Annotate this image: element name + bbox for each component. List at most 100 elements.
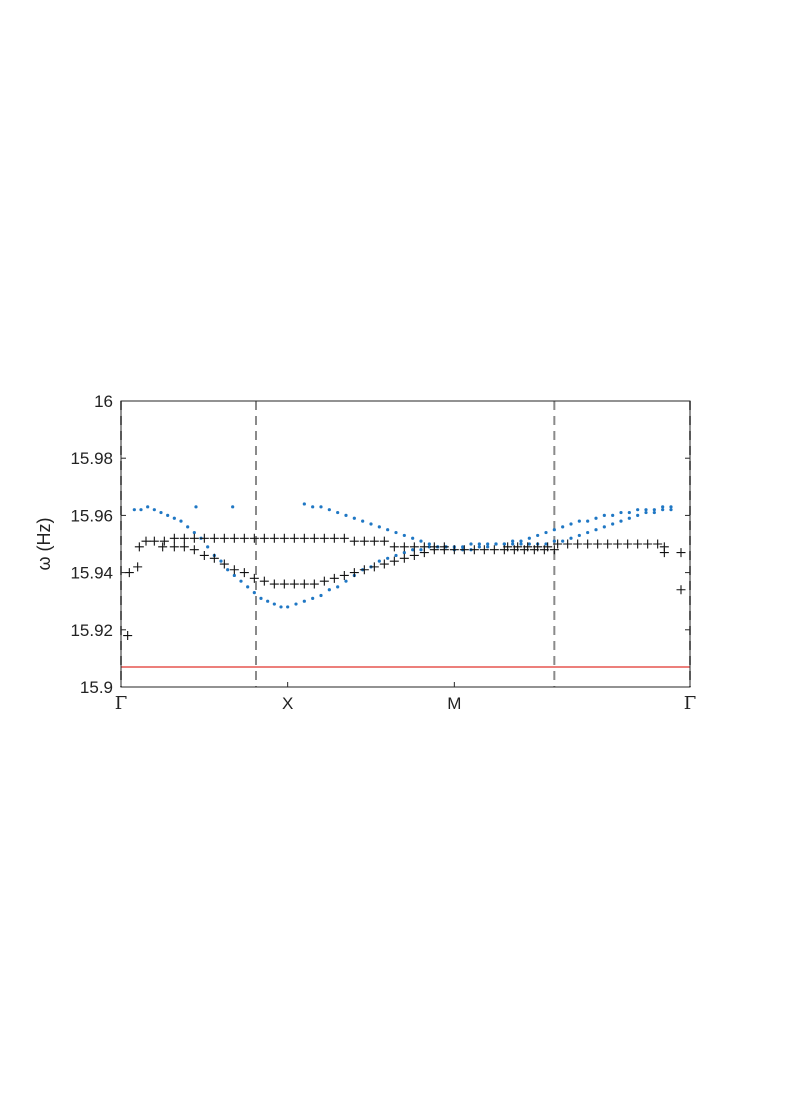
plus-point [469, 545, 479, 555]
plus-point [229, 565, 239, 575]
plus-point [399, 553, 409, 563]
plus-point [158, 542, 168, 552]
plus-point [369, 536, 379, 546]
dot-point [294, 602, 298, 606]
plus-point [379, 559, 389, 569]
dot-point [411, 548, 415, 552]
plus-point [563, 539, 573, 549]
plus-point [249, 533, 259, 543]
plus-point [659, 548, 669, 558]
plus-point [219, 533, 229, 543]
dot-point [486, 545, 490, 549]
dot-point [361, 519, 365, 523]
plus-point [124, 568, 134, 578]
y-tick-label: 15.98 [70, 449, 113, 468]
plus-point [593, 539, 603, 549]
dot-point [602, 525, 606, 529]
dot-point [469, 542, 473, 546]
plus-point [359, 565, 369, 575]
plus-point [319, 576, 329, 586]
dot-point [644, 510, 648, 515]
dot-point [511, 542, 515, 546]
dot-point [669, 505, 673, 509]
dot-point [644, 508, 648, 512]
dot-point [192, 530, 196, 535]
dot-point [411, 536, 415, 540]
dot-point [132, 508, 136, 512]
dot-point [302, 599, 306, 603]
dot-point [369, 522, 373, 526]
plus-point [339, 570, 349, 580]
dot-point [636, 513, 640, 518]
plus-point [169, 533, 179, 543]
y-tick-label: 15.94 [70, 564, 113, 583]
dot-point [494, 542, 498, 546]
dot-point [386, 528, 390, 532]
dot-point [594, 528, 598, 532]
plus-point [279, 579, 289, 589]
plus-point [269, 579, 279, 589]
dot-point [502, 542, 506, 546]
plus-point [479, 545, 489, 555]
dot-point [377, 525, 381, 529]
dot-point [319, 593, 323, 598]
plus-point [549, 545, 559, 555]
dot-point [206, 545, 210, 549]
dot-point [519, 542, 523, 546]
plus-point [179, 542, 189, 552]
plus-point [523, 542, 533, 552]
dot-point [139, 508, 143, 512]
plus-point [189, 545, 199, 555]
dot-point [152, 508, 156, 512]
dot-point [652, 508, 656, 512]
plus-point [309, 579, 319, 589]
plus-point [319, 533, 329, 543]
plus-point [533, 542, 543, 552]
x-tick-label: Γ [115, 693, 128, 714]
dot-point [577, 533, 581, 538]
dot-point [386, 556, 390, 560]
plus-point [633, 539, 643, 549]
dot-point [319, 505, 323, 509]
dot-point [344, 579, 348, 583]
dot-point [172, 516, 176, 520]
dot-point [427, 545, 431, 549]
dot-point [402, 550, 406, 555]
dot-point [477, 542, 481, 546]
dot-point [486, 542, 490, 546]
plus-point [389, 556, 399, 566]
dot-point [146, 505, 150, 509]
dot-point [602, 513, 606, 518]
plus-point [449, 545, 459, 555]
dot-point [619, 510, 623, 515]
plus-point [219, 559, 229, 569]
dot-point [661, 508, 665, 512]
plus-point [199, 550, 209, 560]
plus-point [583, 539, 593, 549]
dot-point [577, 519, 581, 523]
dot-point [419, 539, 423, 543]
plus-point [459, 545, 469, 555]
dot-point [286, 605, 290, 609]
dot-point [259, 596, 263, 600]
dot-point [552, 528, 556, 532]
dot-point [552, 539, 556, 543]
plus-point [439, 542, 449, 552]
dot-point [311, 596, 315, 600]
plus-point [259, 576, 269, 586]
plus-point [134, 542, 144, 552]
dot-point [627, 510, 631, 515]
plus-point [643, 539, 653, 549]
y-tick-label: 15.96 [70, 506, 113, 525]
plus-point [329, 573, 339, 583]
plus-point [239, 568, 249, 578]
dot-point [519, 539, 523, 543]
dot-point [661, 505, 665, 509]
dot-point [219, 559, 223, 563]
dot-point [611, 513, 615, 518]
plus-series [123, 533, 686, 641]
dot-point [544, 530, 548, 535]
plus-point [249, 573, 259, 583]
plus-point [653, 539, 663, 549]
plus-point [279, 533, 289, 543]
